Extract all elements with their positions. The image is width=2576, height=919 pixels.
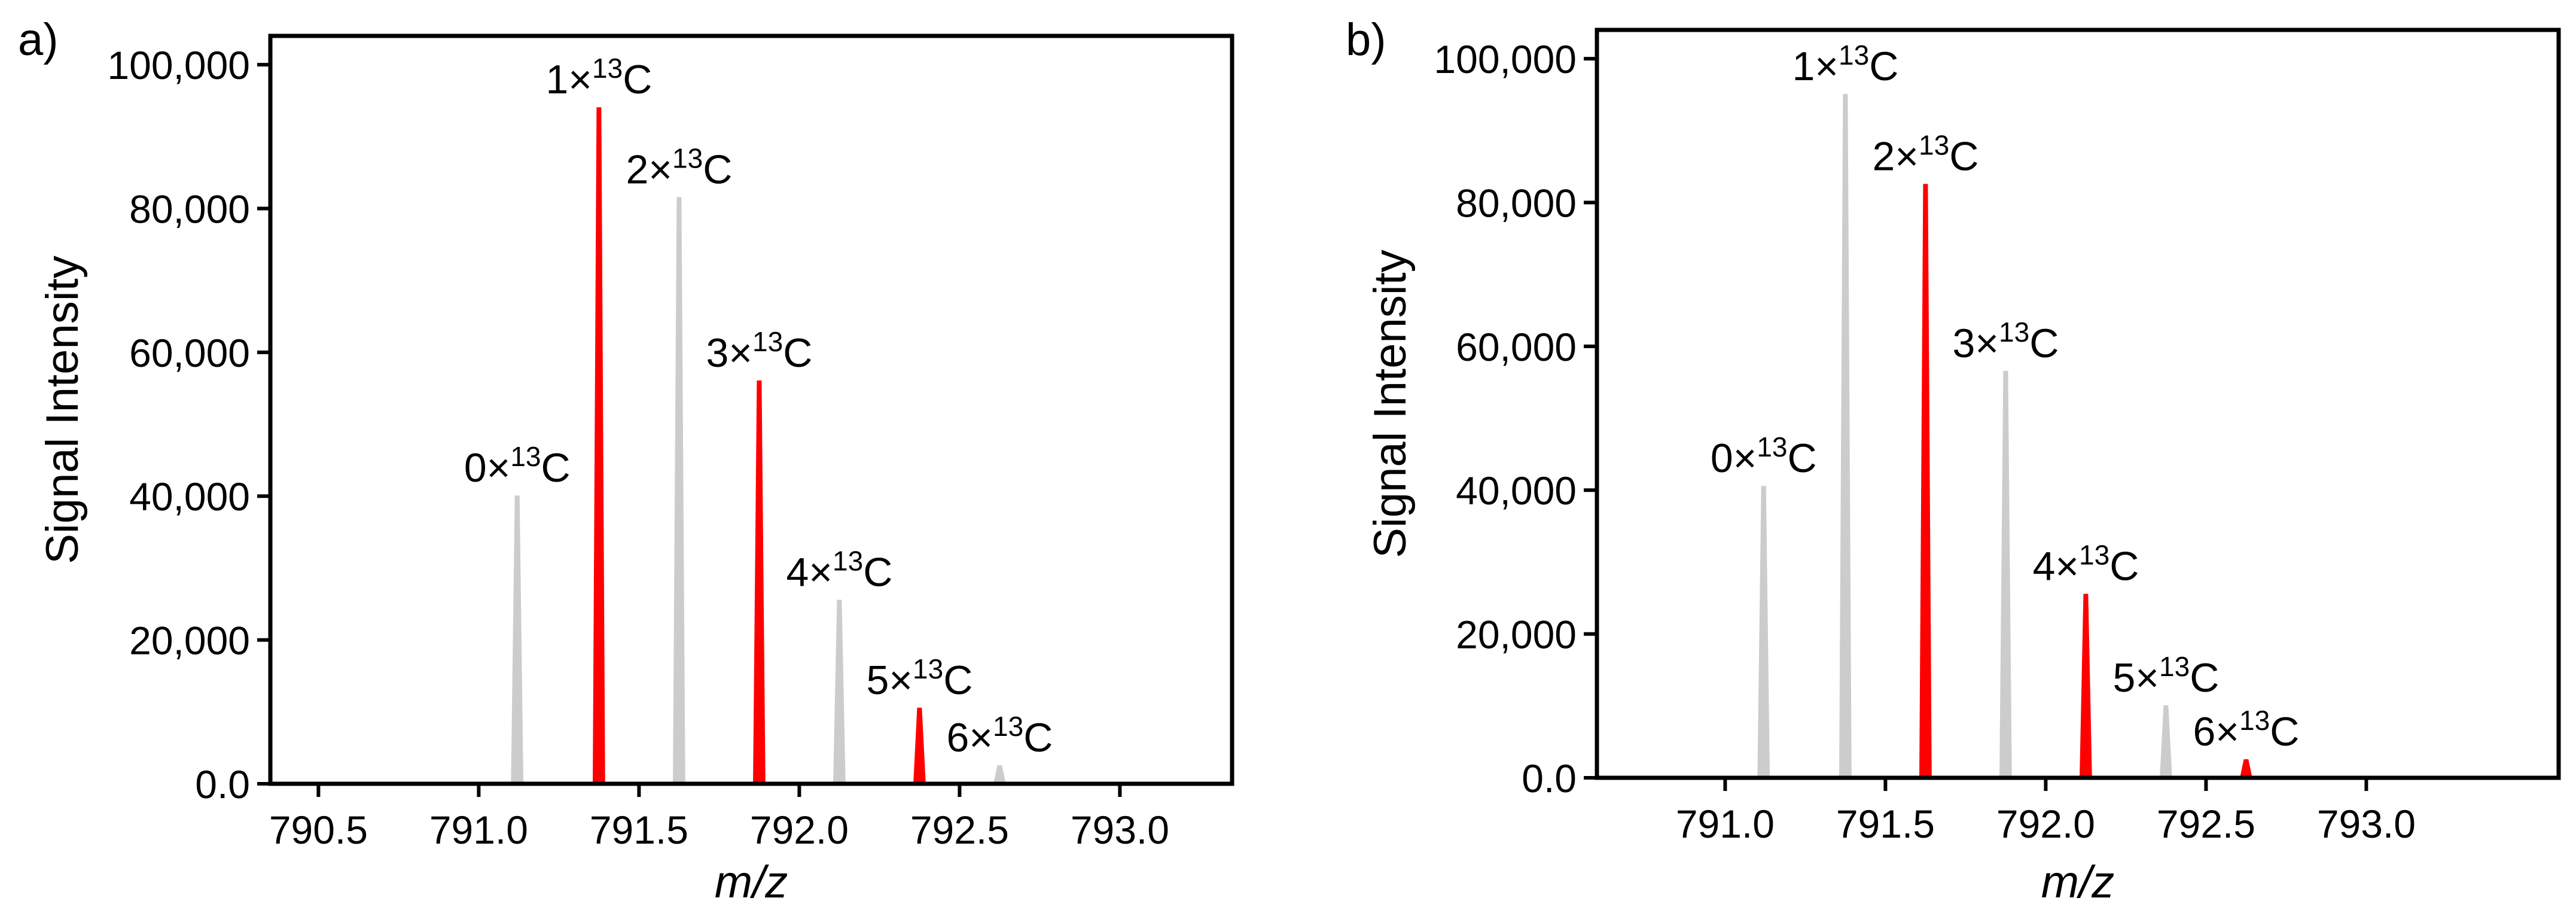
panel-label: a) xyxy=(18,14,59,65)
peak-label: 4×13C xyxy=(2032,540,2139,589)
plot-frame xyxy=(268,34,1234,786)
x-tick-label: 791.0 xyxy=(429,808,528,852)
plot-frame xyxy=(1595,28,2561,780)
y-tick-label: 40,000 xyxy=(1456,468,1577,513)
x-tick-label: 793.0 xyxy=(2317,802,2416,846)
peak xyxy=(593,107,605,784)
peak-label: 0×13C xyxy=(1711,431,1817,481)
y-axis-label: Signal Intensity xyxy=(1365,249,1416,558)
peak xyxy=(511,495,524,784)
y-tick-label: 20,000 xyxy=(129,619,250,663)
peak xyxy=(913,707,926,784)
x-axis-label: m/z xyxy=(2041,857,2114,908)
peak xyxy=(1999,370,2012,778)
y-tick-label: 60,000 xyxy=(1456,325,1577,369)
peak-label: 1×13C xyxy=(545,53,652,102)
y-tick-label: 20,000 xyxy=(1456,613,1577,657)
peak xyxy=(753,380,766,784)
plot-area: 0×13C 1×13C 2×13C 3×13C 4×13C 5×13C 6×13C 0.0 20… xyxy=(107,43,1232,852)
peak xyxy=(2079,594,2092,778)
panel-a: a) 0×13C 1×13C 2×13C 3×13C 4×13C 5×13C 6×13C 0.… xyxy=(18,14,1234,908)
peak-label: 1×13C xyxy=(1792,39,1898,89)
x-tick-label: 793.0 xyxy=(1071,808,1169,852)
peak xyxy=(673,197,685,784)
peak-label: 3×13C xyxy=(1952,317,2059,366)
y-tick-label: 80,000 xyxy=(1456,181,1577,225)
peak-label: 0×13C xyxy=(464,441,571,491)
peak-label: 5×13C xyxy=(866,653,973,703)
y-tick-label: 60,000 xyxy=(129,331,250,375)
x-tick-label: 791.0 xyxy=(1676,802,1775,846)
peak-label: 3×13C xyxy=(706,326,812,376)
x-axis-label: m/z xyxy=(715,857,788,908)
peak xyxy=(1757,486,1770,778)
peak-label: 5×13C xyxy=(2112,651,2219,701)
peak-label: 6×13C xyxy=(2193,705,2299,754)
peak-label: 6×13C xyxy=(946,711,1053,760)
x-tick-label: 792.0 xyxy=(1996,802,2095,846)
peak xyxy=(833,600,846,784)
x-tick-label: 791.5 xyxy=(590,808,688,852)
peak xyxy=(2159,705,2172,778)
x-tick-label: 792.5 xyxy=(910,808,1009,852)
y-tick-label: 0.0 xyxy=(195,762,250,807)
x-tick-label: 792.5 xyxy=(2157,802,2255,846)
y-tick-label: 100,000 xyxy=(107,43,250,87)
x-tick-label: 792.0 xyxy=(750,808,849,852)
peak xyxy=(1839,94,1852,778)
peak-label: 2×13C xyxy=(1872,129,1979,179)
y-tick-label: 100,000 xyxy=(1434,37,1577,81)
peak xyxy=(2239,759,2253,778)
y-axis-label: Signal Intensity xyxy=(37,255,88,564)
x-tick-label: 790.5 xyxy=(269,808,368,852)
panel-label: b) xyxy=(1346,14,1386,65)
y-tick-label: 40,000 xyxy=(129,474,250,519)
peak-label: 4×13C xyxy=(786,546,892,595)
x-tick-label: 791.5 xyxy=(1836,802,1935,846)
peak-label: 2×13C xyxy=(626,142,732,192)
peak xyxy=(993,765,1007,784)
peak xyxy=(1919,184,1932,778)
y-tick-label: 0.0 xyxy=(1522,756,1577,801)
y-tick-label: 80,000 xyxy=(129,187,250,231)
